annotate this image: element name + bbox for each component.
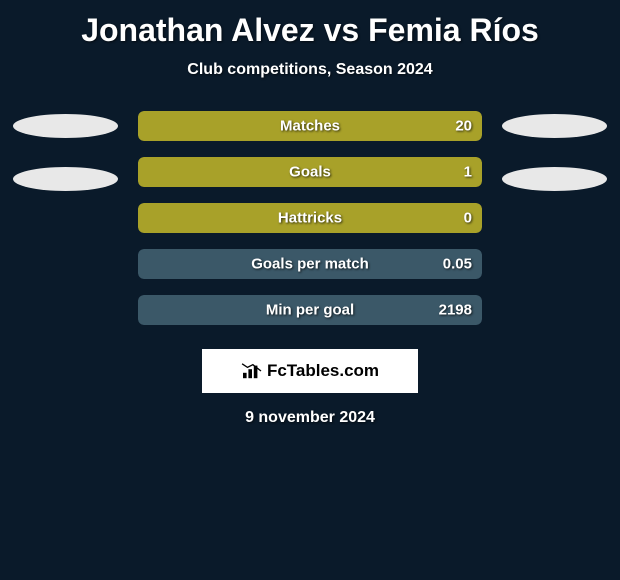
date-label: 9 november 2024 bbox=[0, 409, 620, 427]
stat-bar: Matches 20 bbox=[138, 111, 482, 141]
bar-label: Matches bbox=[280, 118, 340, 135]
bar-label: Goals bbox=[289, 164, 331, 181]
page-title: Jonathan Alvez vs Femia Ríos bbox=[0, 0, 620, 49]
bar-label: Hattricks bbox=[278, 210, 342, 227]
stat-bar: Goals 1 bbox=[138, 157, 482, 187]
bar-value: 0.05 bbox=[443, 256, 472, 273]
logo-text: FcTables.com bbox=[267, 361, 379, 381]
stat-bar: Min per goal 2198 bbox=[138, 295, 482, 325]
comparison-section: Matches 20 Goals 1 Hattricks 0 Goals per match… bbox=[0, 111, 620, 325]
bar-value: 20 bbox=[455, 118, 472, 135]
stat-bar: Goals per match 0.05 bbox=[138, 249, 482, 279]
avatar bbox=[502, 167, 607, 191]
bar-value: 2198 bbox=[439, 302, 472, 319]
bar-chart-icon bbox=[241, 362, 263, 380]
bar-value: 0 bbox=[464, 210, 472, 227]
site-logo: FcTables.com bbox=[202, 349, 418, 393]
avatar bbox=[502, 114, 607, 138]
avatars-right bbox=[492, 111, 607, 191]
avatars-left bbox=[13, 111, 128, 191]
bar-label: Min per goal bbox=[266, 302, 354, 319]
stat-bars: Matches 20 Goals 1 Hattricks 0 Goals per match… bbox=[138, 111, 482, 325]
bar-value: 1 bbox=[464, 164, 472, 181]
stat-bar: Hattricks 0 bbox=[138, 203, 482, 233]
avatar bbox=[13, 167, 118, 191]
bar-label: Goals per match bbox=[251, 256, 369, 273]
page-subtitle: Club competitions, Season 2024 bbox=[0, 61, 620, 79]
avatar bbox=[13, 114, 118, 138]
